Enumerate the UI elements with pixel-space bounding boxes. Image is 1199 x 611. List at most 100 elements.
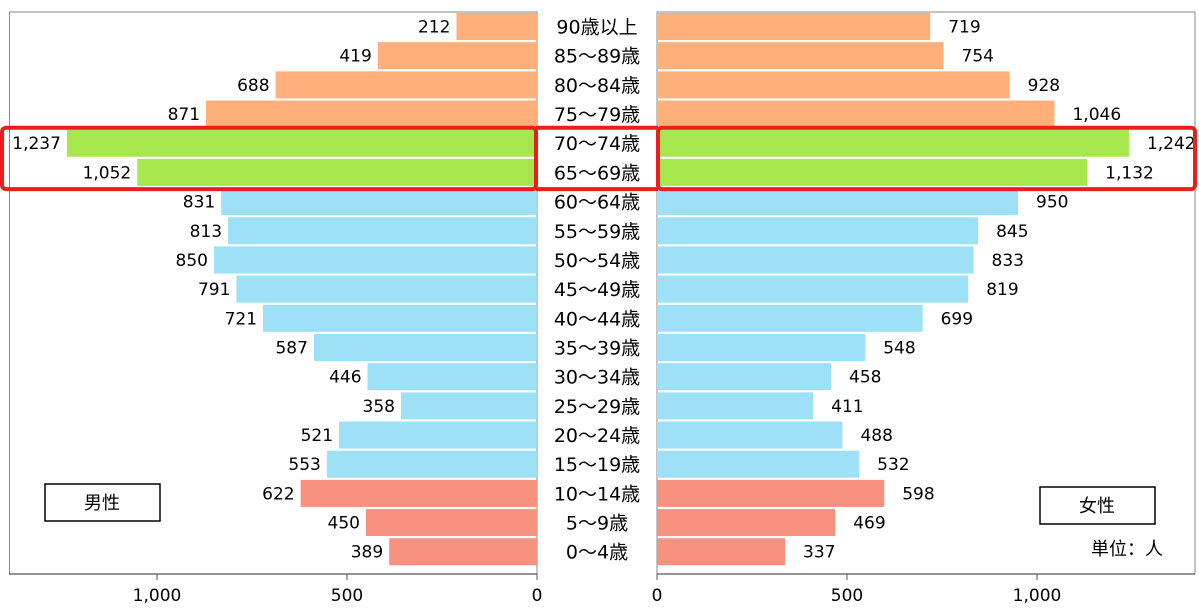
bar-male-6 xyxy=(221,188,537,216)
value-label-male-9: 791 xyxy=(198,280,230,300)
bar-male-12 xyxy=(367,363,537,391)
bar-male-15 xyxy=(326,450,537,478)
category-label-2: 80～84歳 xyxy=(554,75,640,97)
category-label-1: 85～89歳 xyxy=(554,46,640,68)
value-label-male-4: 1,237 xyxy=(12,134,61,154)
bar-male-1 xyxy=(377,42,537,70)
bar-female-8 xyxy=(657,246,974,274)
category-label-16: 10～14歳 xyxy=(554,483,640,505)
category-label-17: 5～9歳 xyxy=(566,513,628,535)
category-label-3: 75～79歳 xyxy=(554,104,640,126)
right-x-tick-label-0: 0 xyxy=(652,586,663,606)
value-label-female-7: 845 xyxy=(996,222,1028,242)
value-label-female-1: 754 xyxy=(962,47,994,67)
bar-male-13 xyxy=(400,392,537,420)
bar-female-11 xyxy=(657,333,866,361)
category-label-4: 70～74歳 xyxy=(554,133,640,155)
bar-female-10 xyxy=(657,304,923,332)
category-label-6: 60～64歳 xyxy=(554,192,640,214)
value-label-male-13: 358 xyxy=(363,397,395,417)
bar-female-13 xyxy=(657,392,814,420)
value-label-male-16: 622 xyxy=(262,484,294,504)
category-label-11: 35～39歳 xyxy=(554,337,640,359)
bar-male-4 xyxy=(66,129,537,157)
value-label-female-12: 458 xyxy=(849,368,881,388)
legend-male-box xyxy=(44,483,161,522)
bar-male-17 xyxy=(366,509,537,537)
left-x-tick-label-2: 1,000 xyxy=(133,586,182,606)
value-label-male-7: 813 xyxy=(190,222,222,242)
bar-male-5 xyxy=(137,158,538,186)
value-label-female-2: 928 xyxy=(1028,76,1060,96)
value-label-male-6: 831 xyxy=(183,193,215,213)
value-label-male-5: 1,052 xyxy=(83,163,132,183)
category-label-15: 15～19歳 xyxy=(554,454,640,476)
left-x-tick-label-1: 500 xyxy=(331,586,363,606)
value-label-female-5: 1,132 xyxy=(1105,163,1154,183)
bar-female-3 xyxy=(657,100,1055,128)
right-x-tick-label-1: 500 xyxy=(831,586,863,606)
value-label-female-16: 598 xyxy=(902,484,934,504)
bar-male-9 xyxy=(236,275,538,303)
value-label-female-10: 699 xyxy=(941,309,973,329)
bar-male-11 xyxy=(313,333,537,361)
legend-male-label: 男性 xyxy=(84,493,120,514)
bar-male-8 xyxy=(214,246,537,274)
bar-male-3 xyxy=(206,100,537,128)
value-label-female-0: 719 xyxy=(948,18,980,38)
highlight-box-left xyxy=(0,125,538,192)
value-label-female-14: 488 xyxy=(860,426,892,446)
value-label-female-13: 411 xyxy=(831,397,863,417)
category-label-12: 30～34歳 xyxy=(554,367,640,389)
bar-female-0 xyxy=(657,13,931,40)
right-x-tick-label-2: 1,000 xyxy=(1013,586,1062,606)
value-label-female-6: 950 xyxy=(1036,193,1068,213)
bar-male-2 xyxy=(275,71,537,99)
value-label-female-15: 532 xyxy=(877,455,909,475)
value-label-male-18: 389 xyxy=(351,543,383,563)
bar-female-7 xyxy=(657,217,979,245)
value-label-male-8: 850 xyxy=(176,251,208,271)
category-label-13: 25～29歳 xyxy=(554,396,640,418)
value-label-female-11: 548 xyxy=(883,338,915,358)
bar-male-14 xyxy=(339,421,537,449)
bar-female-9 xyxy=(657,275,969,303)
value-label-female-17: 469 xyxy=(853,514,885,534)
value-label-female-4: 1,242 xyxy=(1147,134,1196,154)
bar-female-12 xyxy=(657,363,832,391)
bar-female-1 xyxy=(657,42,944,70)
bar-female-6 xyxy=(657,188,1018,216)
bar-female-17 xyxy=(657,509,836,537)
value-label-male-15: 553 xyxy=(288,455,320,475)
category-label-5: 65～69歳 xyxy=(554,162,640,184)
bar-male-18 xyxy=(389,538,537,566)
unit-label: 単位：人 xyxy=(1091,539,1163,560)
category-label-10: 40～44歳 xyxy=(554,308,640,330)
value-label-male-17: 450 xyxy=(328,514,360,534)
value-label-male-10: 721 xyxy=(225,309,257,329)
value-label-female-3: 1,046 xyxy=(1072,105,1121,125)
legend-female-label: 女性 xyxy=(1079,496,1115,517)
bar-female-2 xyxy=(657,71,1010,99)
category-label-9: 45～49歳 xyxy=(554,279,640,301)
legend-female-box xyxy=(1039,486,1156,525)
value-label-male-0: 212 xyxy=(418,18,450,38)
value-label-male-14: 521 xyxy=(301,426,333,446)
category-label-8: 50～54歳 xyxy=(554,250,640,272)
highlight-box-right xyxy=(656,125,1197,192)
bar-female-4 xyxy=(657,129,1129,157)
bar-male-16 xyxy=(300,479,537,507)
bar-female-18 xyxy=(657,538,786,566)
category-label-18: 0～4歳 xyxy=(566,542,628,564)
value-label-female-8: 833 xyxy=(992,251,1024,271)
value-label-female-18: 337 xyxy=(803,543,835,563)
bar-female-5 xyxy=(657,158,1088,186)
category-label-14: 20～24歳 xyxy=(554,425,640,447)
value-label-female-9: 819 xyxy=(986,280,1018,300)
value-label-male-11: 587 xyxy=(275,338,307,358)
category-label-7: 55～59歳 xyxy=(554,221,640,243)
bar-female-14 xyxy=(657,421,843,449)
bar-female-16 xyxy=(657,479,885,507)
